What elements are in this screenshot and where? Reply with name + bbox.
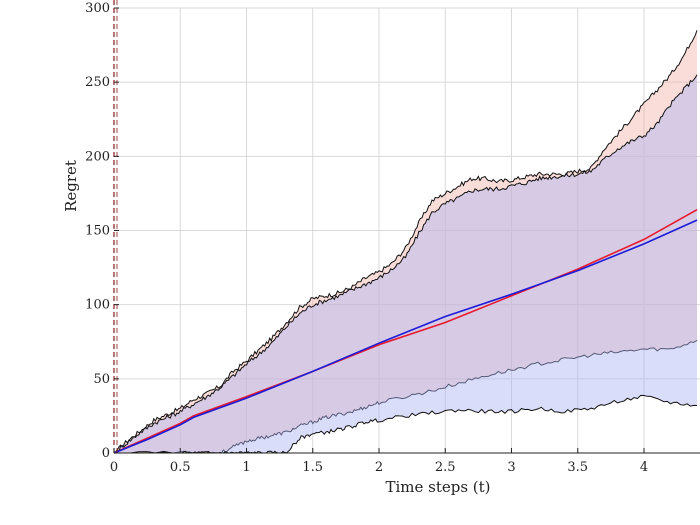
x-tick-labels: 0 0.5 1 1.5 2 2.5 3 3.5 4 <box>110 460 648 475</box>
x-tick-label: 3 <box>507 460 515 475</box>
red-confidence-band <box>114 30 697 454</box>
red-band-upper-edge <box>113 30 698 454</box>
x-tick-label: 4 <box>640 460 648 475</box>
x-tick-label: 1.5 <box>302 460 323 475</box>
confidence-bands <box>113 30 698 454</box>
blue-confidence-band <box>114 74 697 454</box>
y-tick-label: 300 <box>85 1 110 16</box>
y-tick-label: 200 <box>85 149 110 164</box>
x-axis-label: Time steps (t) <box>385 478 490 496</box>
x-tick-label: 2.5 <box>435 460 456 475</box>
y-tick-label: 100 <box>85 298 110 313</box>
y-tick-label: 250 <box>85 75 110 90</box>
x-tick-label: 0.5 <box>170 460 191 475</box>
blue-band-upper-edge <box>113 74 698 454</box>
red-band-lower-edge <box>114 339 698 454</box>
y-tick-label: 150 <box>85 224 110 239</box>
x-tick-label: 3.5 <box>567 460 588 475</box>
y-tick-label: 50 <box>93 372 110 387</box>
axes <box>113 0 700 454</box>
mean-lines <box>113 209 698 454</box>
y-axis-label: Regret <box>62 160 80 212</box>
y-tick-labels: 0 50 100 150 200 250 300 <box>85 1 110 461</box>
grid-lines <box>114 7 700 454</box>
x-tick-label: 1 <box>242 460 250 475</box>
x-tick-label: 2 <box>375 460 383 475</box>
blue-mean-line <box>113 219 698 454</box>
x-tick-label: 0 <box>110 460 118 475</box>
y-tick-label: 0 <box>102 446 110 461</box>
